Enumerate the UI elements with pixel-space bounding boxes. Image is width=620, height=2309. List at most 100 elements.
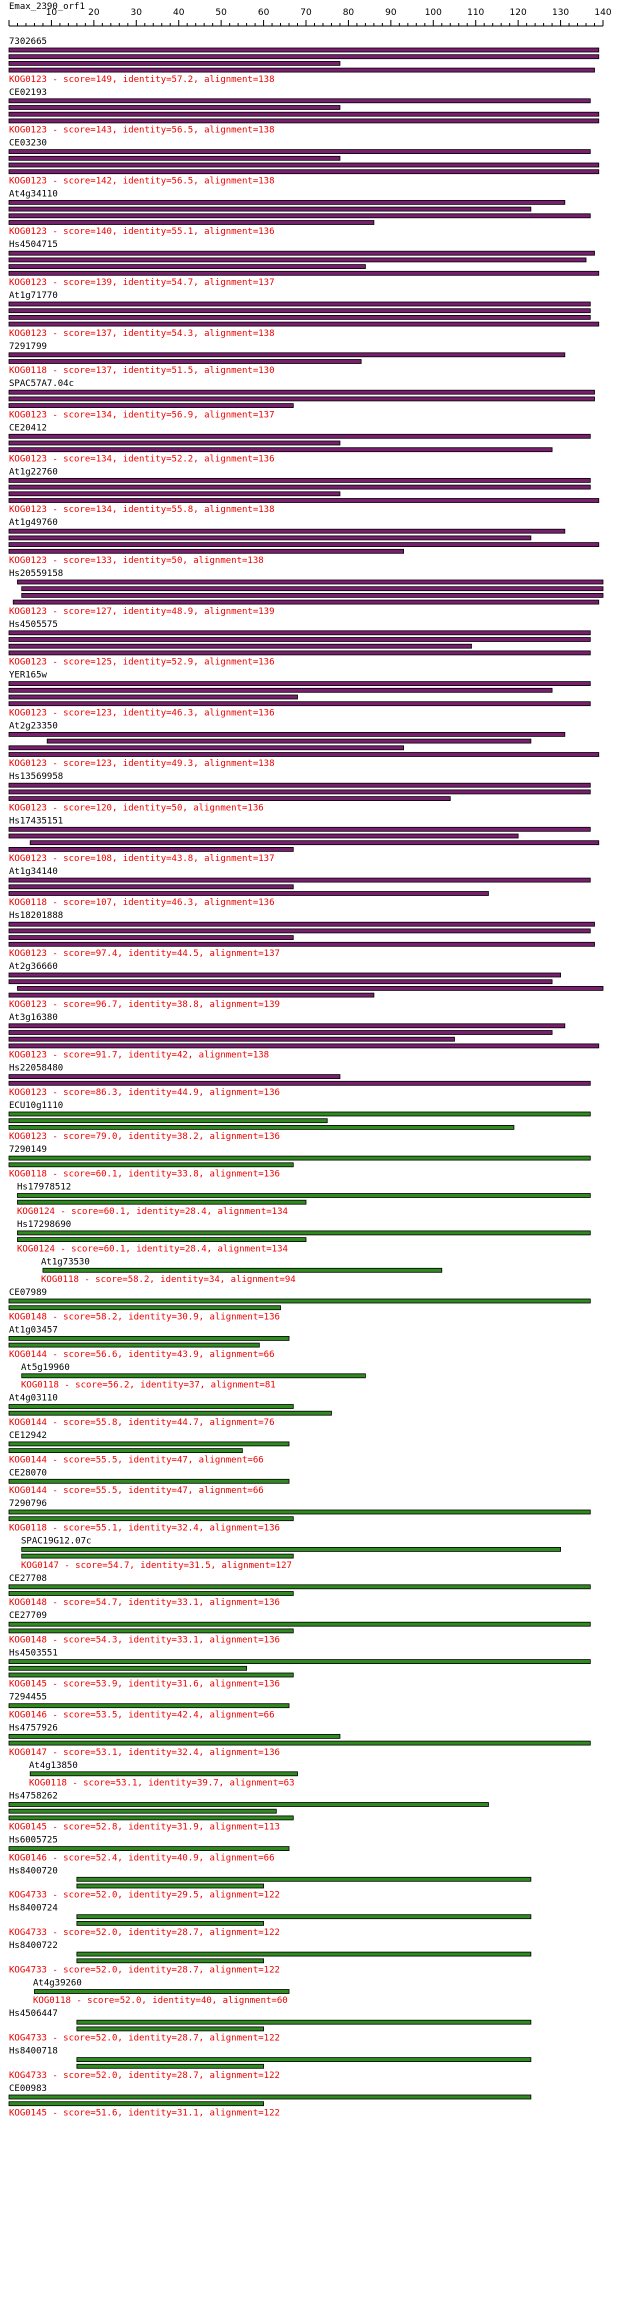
hit-7294455: 7294455 KOG0146 - score=53.5, identity=42… bbox=[8, 1693, 290, 1720]
hit-info: KOG0123 - score=125, identity=52.9, alig… bbox=[9, 658, 275, 668]
hit-bar bbox=[8, 1665, 248, 1671]
hit-Hs20559158: Hs20559158 KOG0123 - score=127, identity=… bbox=[9, 569, 604, 617]
axis-tick-label: 130 bbox=[552, 8, 569, 18]
hit-CE28070: CE28070 KOG0144 - score=55.5, identity=47… bbox=[8, 1468, 290, 1496]
hit-bar bbox=[8, 1802, 489, 1807]
hit-name: ECU10g1110 bbox=[9, 1101, 63, 1111]
axis-tick-label: 90 bbox=[385, 8, 397, 18]
hit-bar bbox=[8, 1074, 341, 1079]
hit-bar bbox=[76, 1876, 532, 1882]
hit-bar bbox=[8, 1298, 591, 1304]
hit-bar bbox=[8, 826, 591, 832]
hit-bar bbox=[76, 1883, 264, 1889]
hit-bar bbox=[8, 687, 553, 693]
hit-Hs8400718: Hs8400718 KOG4733 - score=52.0, identity=… bbox=[9, 2047, 532, 2081]
hit-name: Hs4505575 bbox=[9, 620, 58, 630]
hit-name: Hs8400722 bbox=[9, 1941, 58, 1951]
hit-At2g23350: At2g23350 KOG0123 - score=123, identity=4… bbox=[8, 721, 600, 769]
hit-info: KOG0123 - score=133, identity=50, alignm… bbox=[9, 556, 264, 566]
hit-info: KOG0124 - score=60.1, identity=28.4, ali… bbox=[17, 1244, 288, 1254]
hit-CE00983: CE00983 KOG0145 - score=51.6, identity=31… bbox=[8, 2084, 532, 2118]
hit-bar bbox=[8, 637, 591, 642]
hit-info: KOG0147 - score=53.1, identity=32.4, ali… bbox=[9, 1748, 280, 1758]
hit-bar bbox=[8, 206, 532, 212]
hit-name: Hs17298690 bbox=[17, 1220, 71, 1230]
hit-bar bbox=[8, 1621, 591, 1627]
hit-info: KOG0118 - score=58.2, identity=34, align… bbox=[41, 1275, 296, 1285]
hit-CE03230: CE03230 KOG0123 - score=142, identity=56.… bbox=[8, 139, 600, 186]
hit-info: KOG0148 - score=58.2, identity=30.9, ali… bbox=[9, 1312, 280, 1322]
hit-bar bbox=[8, 1509, 591, 1515]
hit-name: Hs17978512 bbox=[17, 1183, 71, 1193]
hit-At4g39260: At4g39260 KOG0118 - score=52.0, identity=… bbox=[33, 1979, 290, 2006]
hit-bar bbox=[17, 1237, 307, 1242]
hit-bar bbox=[76, 2026, 264, 2032]
hit-name: At2g23350 bbox=[9, 721, 58, 731]
hit-bar bbox=[17, 1230, 591, 1236]
hit-info: KOG0118 - score=60.1, identity=33.8, ali… bbox=[9, 1170, 280, 1180]
axis-tick-label: 100 bbox=[425, 8, 442, 18]
hit-bar bbox=[8, 498, 600, 503]
hit-name: SPAC57A7.04c bbox=[9, 379, 74, 389]
hit-bar bbox=[76, 1958, 264, 1964]
hit-At2g36660: At2g36660 KOG0123 - score=96.7, identity=… bbox=[8, 962, 604, 1010]
hit-bar bbox=[8, 1404, 294, 1409]
hit-info: KOG0118 - score=52.0, identity=40, align… bbox=[33, 1996, 288, 2006]
hit-bar bbox=[8, 1342, 260, 1348]
hit-name: Hs13569958 bbox=[9, 772, 63, 782]
hit-bar bbox=[76, 2057, 532, 2063]
hit-info: KOG0123 - score=123, identity=49.3, alig… bbox=[9, 759, 275, 769]
hit-bar bbox=[8, 1584, 591, 1590]
hit-name: At1g22760 bbox=[9, 467, 58, 477]
hit-bar bbox=[8, 321, 600, 327]
hit-bar bbox=[8, 1043, 600, 1049]
hit-info: KOG0148 - score=54.3, identity=33.1, ali… bbox=[9, 1636, 280, 1646]
hit-bar bbox=[8, 1591, 294, 1596]
axis-tick-label: 30 bbox=[131, 8, 143, 18]
hit-bar bbox=[8, 1441, 290, 1447]
hit-info: KOG0145 - score=51.6, identity=31.1, ali… bbox=[9, 2108, 280, 2118]
hit-bar bbox=[8, 535, 532, 541]
hit-bar bbox=[8, 213, 591, 219]
hit-bar bbox=[34, 1989, 290, 1994]
hit-bar bbox=[8, 1305, 281, 1311]
hit-Hs8400720: Hs8400720 KOG4733 - score=52.0, identity=… bbox=[9, 1866, 532, 1901]
hit-7290796: 7290796 KOG0118 - score=55.1, identity=32… bbox=[8, 1499, 591, 1533]
hit-At1g73530: At1g73530 KOG0118 - score=58.2, identity=… bbox=[41, 1257, 443, 1285]
hit-bar bbox=[8, 1162, 294, 1168]
hit-info: KOG0123 - score=149, identity=57.2, alig… bbox=[9, 75, 275, 85]
hit-info: KOG0146 - score=53.5, identity=42.4, ali… bbox=[9, 1710, 275, 1720]
hit-bar bbox=[29, 1771, 298, 1777]
hit-name: Hs4504715 bbox=[9, 240, 58, 250]
hit-bar bbox=[8, 1672, 294, 1678]
hit-At1g03457: At1g03457 KOG0144 - score=56.6, identity=… bbox=[8, 1325, 290, 1360]
hit-bar bbox=[8, 1336, 290, 1341]
hit-Hs6005725: Hs6005725 KOG0146 - score=52.4, identity=… bbox=[8, 1836, 290, 1863]
hit-SPAC19G12.07c: SPAC19G12.07c KOG0147 - score=54.7, ident… bbox=[21, 1536, 561, 1571]
hit-info: KOG4733 - score=52.0, identity=28.7, ali… bbox=[9, 2071, 280, 2081]
hit-name: 7302665 bbox=[9, 37, 47, 47]
hit-bar bbox=[29, 840, 600, 846]
hit-bar bbox=[8, 847, 294, 852]
hit-CE12942: CE12942 KOG0144 - score=55.5, identity=47… bbox=[8, 1431, 290, 1465]
hit-info: KOG0123 - score=139, identity=54.7, alig… bbox=[9, 278, 275, 288]
hit-At4g03110: At4g03110 KOG0144 - score=55.8, identity=… bbox=[8, 1394, 332, 1428]
hit-bar bbox=[17, 1193, 591, 1198]
hit-bar bbox=[8, 928, 591, 934]
hit-bar bbox=[8, 396, 595, 402]
hit-bar bbox=[42, 1267, 443, 1273]
hit-bar bbox=[8, 447, 553, 453]
hit-name: Hs22058480 bbox=[9, 1064, 63, 1074]
hit-CE07989: CE07989 KOG0148 - score=58.2, identity=30… bbox=[8, 1288, 591, 1322]
hit-bar bbox=[8, 359, 362, 364]
hit-bar bbox=[8, 782, 591, 788]
hit-bar bbox=[8, 1478, 290, 1484]
hit-name: At5g19960 bbox=[21, 1363, 70, 1373]
hit-bar bbox=[8, 877, 591, 883]
hit-name: At1g34140 bbox=[9, 867, 58, 877]
hit-bar bbox=[8, 433, 591, 439]
hit-list: 7302665 KOG0123 - score=149, identity=57.… bbox=[8, 37, 604, 2118]
hit-bar bbox=[8, 1155, 591, 1161]
hit-info: KOG0123 - score=134, identity=55.8, alig… bbox=[9, 505, 275, 515]
hit-7302665: 7302665 KOG0123 - score=149, identity=57.… bbox=[8, 37, 600, 85]
